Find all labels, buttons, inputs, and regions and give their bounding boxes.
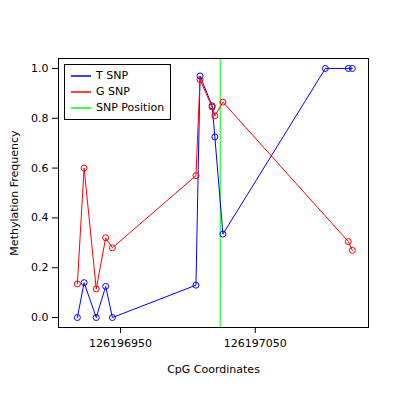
svg-text:1.0: 1.0 xyxy=(31,62,49,75)
html-text:SNP Position: SNP Position xyxy=(96,101,165,114)
svg-text:126196950: 126196950 xyxy=(89,337,152,350)
svg-text:0.6: 0.6 xyxy=(31,162,49,175)
svg-text:0.2: 0.2 xyxy=(31,261,49,274)
html-text:T SNP: T SNP xyxy=(96,69,129,82)
svg-text:0.8: 0.8 xyxy=(31,112,49,125)
svg-text:0.0: 0.0 xyxy=(31,311,49,324)
svg-text:Methylation Frequency: Methylation Frequency xyxy=(8,130,21,256)
svg-text:0.4: 0.4 xyxy=(31,211,49,224)
svg-text:CpG Coordinates: CpG Coordinates xyxy=(167,363,260,376)
html-text:G SNP: G SNP xyxy=(96,85,130,98)
svg-text:126197050: 126197050 xyxy=(224,337,287,350)
